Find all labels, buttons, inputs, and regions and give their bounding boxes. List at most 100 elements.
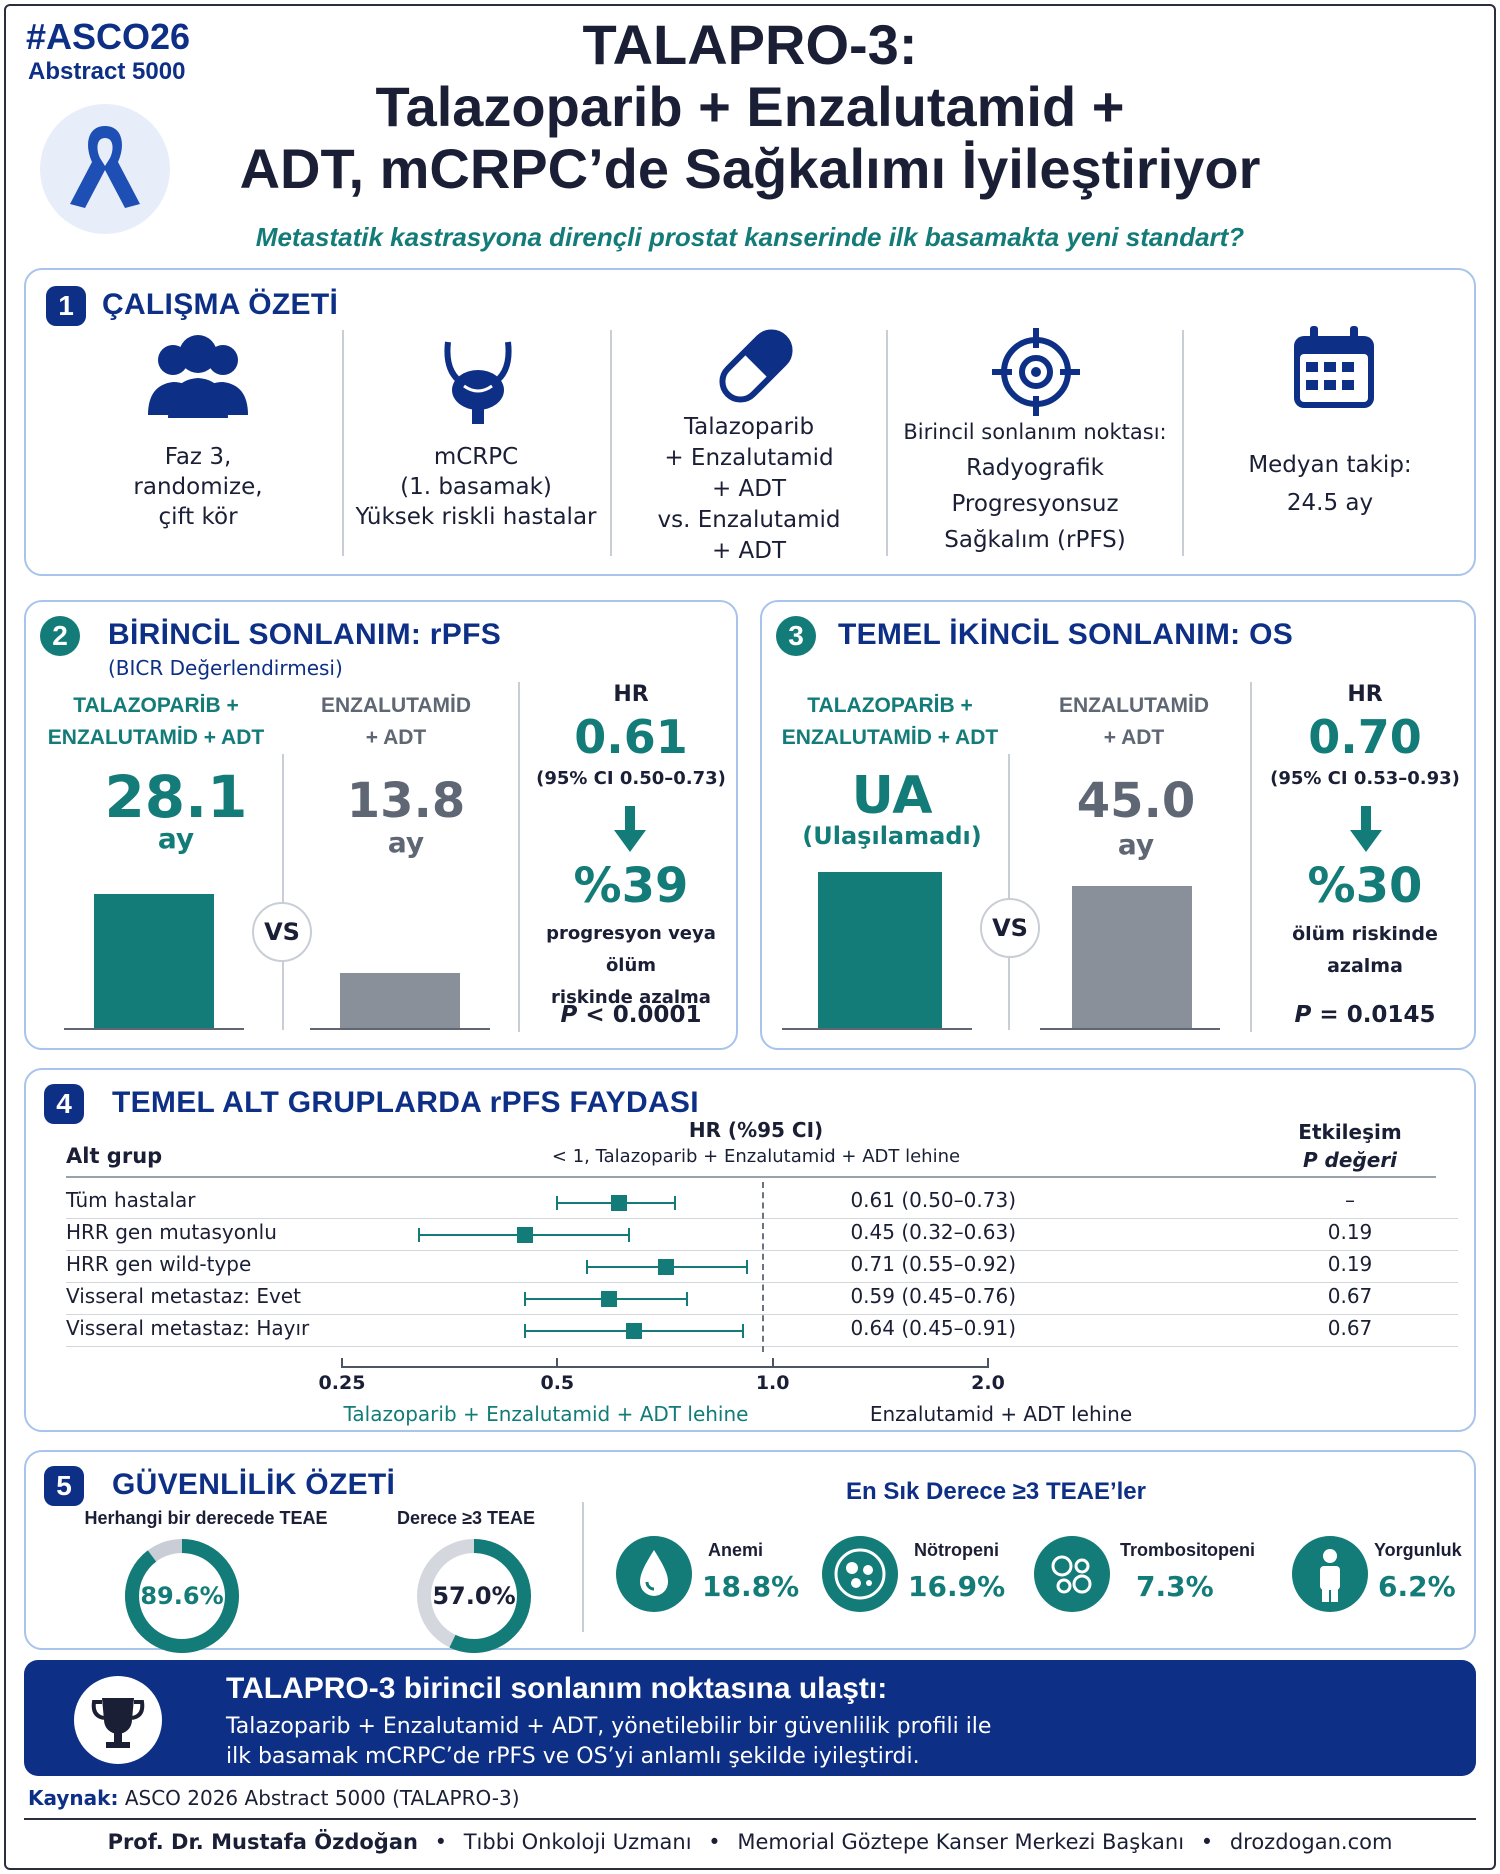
subgroup-label: HRR gen wild-type <box>66 1252 252 1276</box>
arm-label-line: TALAZOPARİB + <box>807 694 973 717</box>
p-number: < 0.0001 <box>577 1002 702 1028</box>
arm-label-line: TALAZOPARİB + <box>73 694 239 717</box>
risk-text-line: azalma <box>1327 955 1403 977</box>
arm-label-line: ENZALUTAMİD + ADT <box>47 726 265 749</box>
person-icon <box>1320 1549 1340 1602</box>
hr-ci: (95% CI 0.53–0.93) <box>1270 768 1460 789</box>
grade3-donut: 57.0% <box>412 1534 536 1658</box>
ae-name: Trombositopeni <box>1120 1540 1255 1560</box>
arm-label: ENZALUTAMİD + ADT <box>276 690 516 754</box>
author-name: Prof. Dr. Mustafa Özdoğan <box>107 1830 418 1854</box>
overview-design: Faz 3, randomize, çift kör <box>76 442 320 532</box>
bar-baseline <box>1040 1028 1220 1030</box>
p-column-header: Etkileşim P değeri <box>1270 1118 1430 1174</box>
overview-line: çift kör <box>158 504 238 530</box>
overview-line: + Enzalutamid <box>664 445 834 471</box>
hr-point <box>626 1323 643 1339</box>
down-arrow-icon <box>1350 806 1382 852</box>
arm1-median: 28.1 <box>104 763 248 831</box>
overview-line: Medyan takip: <box>1248 452 1412 478</box>
overview-line: Yüksek riskli hastalar <box>355 504 597 530</box>
divider <box>582 1502 584 1632</box>
any-grade-value: 89.6% <box>140 1582 224 1610</box>
x-tick-label: 1.0 <box>755 1372 790 1394</box>
target-icon <box>992 328 1080 416</box>
hr-point <box>658 1259 675 1275</box>
hr-value: 0.61 <box>574 710 688 764</box>
hr-point <box>600 1291 617 1307</box>
x-tick <box>987 1358 989 1368</box>
ci-cap <box>556 1196 559 1210</box>
ci-cap <box>742 1324 745 1338</box>
ae-name: Anemi <box>708 1540 764 1560</box>
ci-cap <box>745 1260 748 1274</box>
subgroup-hr-text: 0.71 (0.55–0.92) <box>850 1252 1016 1276</box>
arm1-bar <box>94 894 214 1028</box>
p-number: = 0.0145 <box>1311 1002 1436 1028</box>
author-role: Tıbbi Onkoloji Uzmanı <box>463 1830 692 1854</box>
conclusion-text: Talazoparib + Enzalutamid + ADT, yönetil… <box>226 1712 991 1772</box>
arm2-bar <box>340 973 460 1028</box>
donut-chart <box>125 1539 239 1653</box>
page-subtitle: Metastatik kastrasyona dirençli prostat … <box>255 222 1245 252</box>
drop-icon <box>640 1550 668 1596</box>
down-arrow-icon <box>614 806 646 852</box>
donut-chart <box>417 1539 531 1653</box>
calendar-icon <box>1294 326 1374 408</box>
risk-reduction-text: ölüm riskinde azalma <box>1258 918 1472 982</box>
overview-line: mCRPC <box>433 444 519 470</box>
subgroup-p-value: 0.67 <box>1327 1316 1373 1340</box>
x-tick-label: 0.25 <box>318 1372 366 1394</box>
divider <box>886 330 888 556</box>
overview-line: Faz 3, <box>164 444 232 470</box>
arm2-unit: ay <box>387 826 425 859</box>
title-line-2: Talazoparib + Enzalutamid + <box>375 75 1125 138</box>
section-subtitle: (BICR Değerlendirmesi) <box>108 656 343 680</box>
arm2-bar <box>1072 886 1192 1028</box>
arm1-unit: ay <box>157 822 195 855</box>
os-panel: 3 TEMEL İKİNCİL SONLANIM: OS TALAZOPARİB… <box>760 600 1476 1050</box>
arm-label-line: + ADT <box>365 726 427 749</box>
x-axis <box>342 1366 988 1368</box>
section-number: 5 <box>44 1466 84 1506</box>
arm-label-line: ENZALUTAMİD <box>1058 694 1210 717</box>
platelets-icon <box>1051 1555 1092 1594</box>
prostate-icon <box>444 341 512 424</box>
divider <box>518 682 520 1032</box>
vs-badge: VS <box>980 898 1040 958</box>
ae-name: Nötropeni <box>914 1540 999 1560</box>
overview-line: Radyografik <box>966 455 1104 481</box>
ci-cap <box>628 1228 631 1242</box>
subgroup-p-value: 0.19 <box>1327 1252 1373 1276</box>
grade3-label: Derece ≥3 TEAE <box>397 1508 535 1528</box>
overview-arms: Talazoparib + Enzalutamid + ADT vs. Enza… <box>612 412 886 567</box>
divider <box>282 754 284 1030</box>
arm1-bar <box>818 872 942 1028</box>
arm-label-line: + ADT <box>1103 726 1165 749</box>
hr-value: 0.70 <box>1308 710 1422 764</box>
subgroup-p-value: 0.19 <box>1327 1220 1373 1244</box>
neutropenia-icon-circle <box>822 1536 898 1612</box>
overview-line: vs. Enzalutamid <box>657 507 841 533</box>
arm2-unit: ay <box>1117 828 1155 861</box>
overview-line: (1. basamak) <box>400 474 552 500</box>
overview-population: mCRPC (1. basamak) Yüksek riskli hastala… <box>342 442 610 532</box>
arm-label-line: ENZALUTAMİD + ADT <box>781 726 999 749</box>
subgroup-hr-text: 0.45 (0.32–0.63) <box>850 1220 1016 1244</box>
footer-separator: • <box>434 1830 448 1854</box>
section-number: 4 <box>44 1084 84 1124</box>
arm2-median: 45.0 <box>1076 773 1196 829</box>
vs-badge: VS <box>252 902 312 962</box>
hr-column-note: < 1, Talazoparib + Enzalutamid + ADT leh… <box>551 1146 961 1167</box>
x-tick <box>771 1358 774 1368</box>
conclusion-line: Talazoparib + Enzalutamid + ADT, yönetil… <box>226 1714 992 1739</box>
title-line-3: ADT, mCRPC’de Sağkalımı İyileştiriyor <box>239 137 1261 200</box>
page-title: TALAPRO-3: Talazoparib + Enzalutamid + A… <box>180 14 1320 200</box>
source: Kaynak: ASCO 2026 Abstract 5000 (TALAPRO… <box>28 1786 520 1810</box>
author-website[interactable]: drozdogan.com <box>1229 1830 1393 1854</box>
arm1-median: UA <box>851 766 933 826</box>
divider <box>342 330 344 556</box>
ae-value: 18.8% <box>702 1570 800 1603</box>
risk-text-line: riskinde azalma <box>551 987 711 1008</box>
favors-right-label: Enzalutamid + ADT lehine <box>869 1402 1133 1426</box>
